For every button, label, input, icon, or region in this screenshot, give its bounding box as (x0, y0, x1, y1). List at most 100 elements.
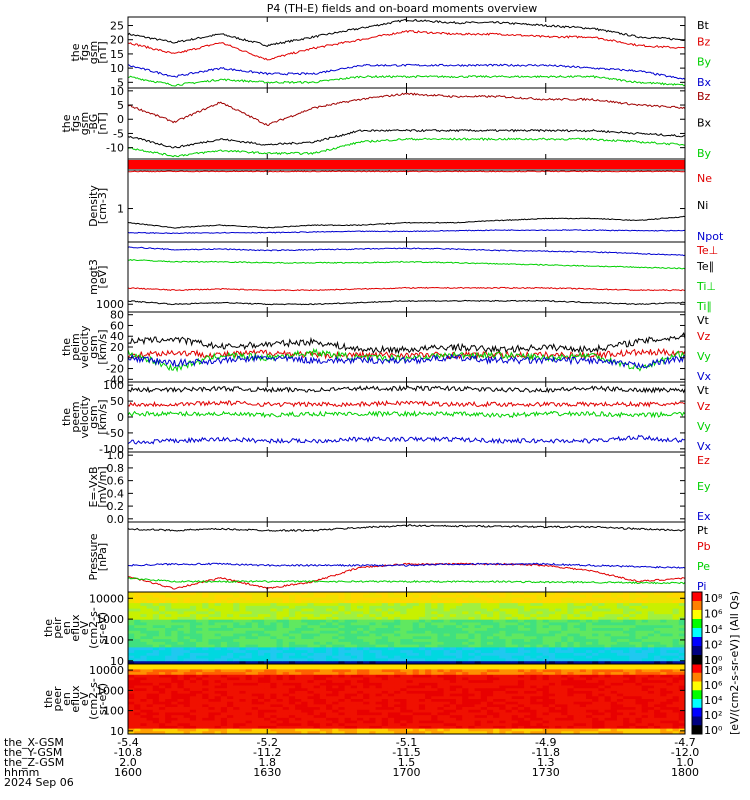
spec-cell (394, 622, 401, 626)
spec-cell (486, 725, 494, 730)
spec-cell (245, 709, 253, 713)
spec-cell (647, 677, 655, 681)
spec-cell (555, 641, 562, 646)
spec-cell (530, 677, 537, 681)
spec-cell (171, 728, 178, 732)
spec-cell (573, 696, 581, 700)
spec-cell (381, 720, 389, 724)
spec-cell (635, 603, 643, 607)
spec-cell (412, 655, 420, 659)
spec-cell (542, 699, 550, 703)
spec-cell (326, 628, 333, 632)
spec-cell (443, 669, 451, 673)
spec-cell (319, 723, 327, 727)
spec-cell (319, 639, 327, 643)
spec-cell (356, 655, 364, 659)
spec-cell (654, 725, 661, 730)
spec-cell (239, 701, 246, 705)
spec-cell (647, 704, 655, 708)
y-tick-label: 20 (110, 34, 124, 47)
spec-cell (319, 661, 327, 665)
spec-cell (183, 720, 191, 724)
spec-cell (418, 619, 426, 623)
spec-cell (295, 717, 302, 721)
spec-cell (517, 603, 525, 607)
spec-cell (134, 669, 141, 673)
spec-cell (165, 677, 172, 681)
spec-cell (604, 641, 612, 646)
spec-cell (257, 717, 265, 721)
spec-cell (666, 658, 674, 662)
y-axis-label-line: peim (69, 333, 82, 361)
spec-cell (443, 725, 451, 730)
spec-cell (567, 647, 574, 651)
spec-cell (635, 655, 643, 659)
spec-cell (567, 603, 574, 607)
spec-cell (227, 661, 234, 665)
spec-cell (561, 674, 568, 678)
spec-cell (350, 693, 358, 697)
spec-cell (239, 600, 246, 604)
spec-cell (511, 616, 519, 621)
spec-cell (474, 682, 482, 686)
spec-cell (641, 597, 649, 601)
spec-cell (493, 658, 500, 662)
spec-cell (301, 672, 308, 676)
spec-cell (394, 715, 401, 719)
spec-cell (623, 630, 630, 634)
spec-cell (350, 715, 358, 719)
spec-cell (171, 611, 178, 615)
spec-cell (146, 707, 154, 711)
spec-cell (158, 636, 166, 640)
spec-cell (462, 688, 469, 692)
spec-cell (319, 616, 327, 621)
spec-cell (480, 725, 488, 730)
spec-cell (505, 674, 513, 678)
spec-cell (548, 701, 556, 705)
spec-cell (672, 600, 680, 604)
spec-cell (276, 682, 284, 686)
spec-cell (239, 731, 246, 735)
y-axis-label-line: mogt3 (87, 259, 100, 295)
spec-cell (629, 597, 636, 601)
spec-cell (208, 666, 216, 670)
series-Ti⊥ (127, 246, 686, 257)
spec-cell (548, 693, 556, 697)
spec-cell (610, 707, 618, 711)
spec-cell (511, 723, 519, 727)
spec-cell (152, 614, 160, 618)
spec-cell (437, 690, 445, 695)
spec-cell (462, 655, 469, 659)
spec-cell (647, 603, 655, 607)
spec-cell (363, 685, 370, 689)
spec-cell (437, 680, 445, 684)
spec-cell (443, 650, 451, 654)
spec-cell (486, 693, 494, 697)
spec-cell (641, 641, 649, 646)
spec-cell (536, 603, 544, 607)
spec-cell (257, 661, 265, 665)
spec-cell (456, 639, 463, 643)
spec-cell (134, 608, 141, 612)
spec-cell (152, 731, 160, 735)
spec-cell (678, 608, 686, 612)
spec-cell (208, 688, 216, 692)
spec-cell (449, 674, 457, 678)
spec-cell (288, 723, 296, 727)
spec-cell (660, 720, 667, 724)
spec-cell (208, 701, 216, 705)
spec-cell (486, 608, 494, 612)
spec-cell (152, 625, 160, 629)
spec-cell (598, 592, 605, 596)
spec-cell (270, 658, 277, 662)
spec-cell (319, 731, 327, 735)
spec-cell (158, 709, 166, 713)
spec-cell (592, 701, 599, 705)
spec-cell (307, 712, 315, 716)
spec-cell (431, 608, 438, 612)
spec-cell (363, 709, 370, 713)
spec-cell (561, 685, 568, 689)
spec-cell (480, 669, 488, 673)
spec-cell (647, 605, 655, 610)
figure-title: P4 (TH-E) fields and on-board moments ov… (267, 2, 538, 15)
